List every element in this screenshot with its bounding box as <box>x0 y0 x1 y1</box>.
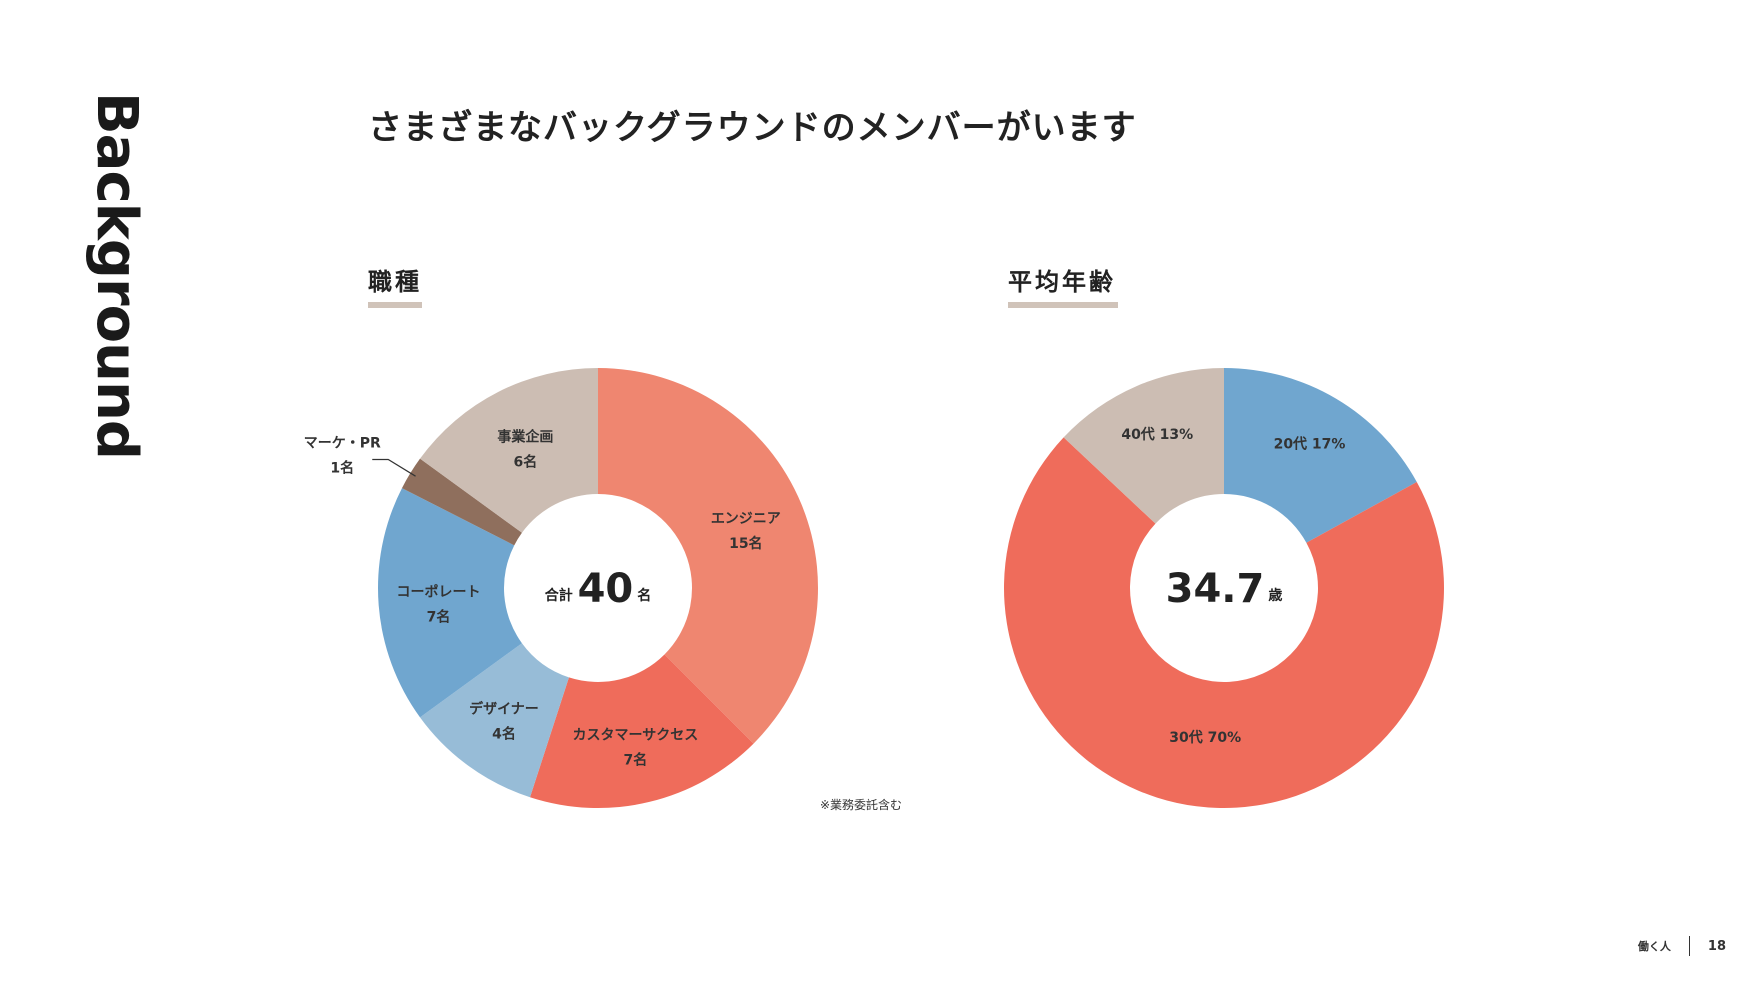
chart-age-center-value: 34.7 <box>1166 566 1265 612</box>
chart-age-slice-2 <box>1063 368 1224 524</box>
chart-job-slice-0-name: エンジニア <box>711 511 781 527</box>
chart-job-slice-3 <box>378 488 522 718</box>
chart-job-slice-3-value: 7名 <box>427 609 451 626</box>
chart-job-slice-4-leader-line <box>372 458 416 477</box>
footer: 働く人 18 <box>1638 936 1726 956</box>
chart-age-slice-1 <box>1003 437 1444 808</box>
chart-job-slice-2-value: 4名 <box>492 725 516 742</box>
chart-age-slice-1-label: 30代 70% <box>1169 729 1241 746</box>
chart-job-center-value: 40 <box>578 566 634 612</box>
chart-job-center-suffix: 名 <box>637 587 651 604</box>
section-underline-job <box>368 302 422 308</box>
chart-job-slice-0 <box>598 368 818 744</box>
chart-job-slice-5-value: 6名 <box>513 453 537 470</box>
section-underline-age <box>1008 302 1118 308</box>
page-number: 18 <box>1707 938 1726 954</box>
chart-job-slice-2 <box>420 643 569 798</box>
chart-job-slice-2-name: デザイナー <box>469 700 539 717</box>
chart-job-slice-0-value: 15名 <box>729 535 762 552</box>
footer-divider <box>1688 936 1690 956</box>
chart-age-slice-0-label: 20代 17% <box>1274 435 1346 452</box>
chart-age-center-text: 34.7 歳 <box>1166 566 1283 612</box>
chart-job-slice-3-name: コーポレート <box>396 584 480 601</box>
chart-job-center-prefix: 合計 <box>545 587 578 604</box>
chart-job-slice-4-name: マーケ・PR <box>304 435 381 451</box>
chart-job-slice-5-name: 事業企画 <box>497 428 553 445</box>
section-label-job: 職種 <box>368 268 422 296</box>
chart-job-slice-4-value: 1名 <box>330 459 354 476</box>
job-donut-chart: エンジニア15名カスタマーサクセス7名デザイナー4名コーポレート7名マーケ・PR… <box>304 368 818 808</box>
section-label-age: 平均年齢 <box>1008 268 1116 296</box>
chart-job-slice-4 <box>401 458 522 546</box>
footnote: ※業務委託含む <box>820 798 903 812</box>
chart-age-center-suffix: 歳 <box>1268 587 1282 604</box>
chart-job-center-text: 合計 40 名 <box>545 566 652 612</box>
footer-brand: 働く人 <box>1637 940 1671 953</box>
chart-job-slice-1-value: 7名 <box>623 752 647 769</box>
page-headline: さまざまなバックグラウンドのメンバーがいます <box>368 108 1137 148</box>
age-donut-chart: 20代 17% 30代 70% 40代 13% 34.7 歳 <box>1003 368 1444 808</box>
chart-job-slice-1-name: カスタマーサクセス <box>572 728 698 744</box>
chart-job-slice-1 <box>530 654 754 808</box>
side-title: Background <box>84 92 149 459</box>
chart-job-slice-5 <box>420 368 598 533</box>
chart-age-slice-2-label: 40代 13% <box>1121 426 1193 443</box>
chart-age-slice-0 <box>1224 368 1417 543</box>
